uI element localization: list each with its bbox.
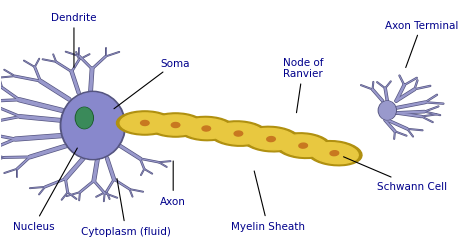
Ellipse shape (299, 144, 308, 148)
Ellipse shape (310, 143, 358, 164)
Ellipse shape (267, 137, 275, 142)
Text: Myelin Sheath: Myelin Sheath (231, 171, 305, 231)
Ellipse shape (178, 117, 235, 141)
Ellipse shape (147, 113, 204, 138)
Ellipse shape (117, 111, 173, 136)
Ellipse shape (209, 121, 268, 147)
Ellipse shape (279, 135, 328, 157)
Ellipse shape (379, 102, 395, 120)
Ellipse shape (120, 113, 169, 134)
Ellipse shape (378, 102, 396, 120)
Text: Cytoplasm (fluid): Cytoplasm (fluid) (81, 179, 171, 236)
Ellipse shape (242, 127, 300, 152)
Ellipse shape (76, 108, 92, 129)
Ellipse shape (275, 133, 331, 159)
Text: Axon Terminal: Axon Terminal (384, 21, 458, 68)
Ellipse shape (213, 123, 264, 145)
Ellipse shape (75, 108, 93, 129)
Ellipse shape (171, 123, 180, 128)
Ellipse shape (202, 127, 210, 132)
Text: Dendrite: Dendrite (51, 13, 97, 68)
Ellipse shape (182, 119, 231, 139)
Text: Schwann Cell: Schwann Cell (344, 157, 447, 191)
Ellipse shape (141, 121, 149, 126)
Ellipse shape (60, 92, 126, 160)
Ellipse shape (246, 129, 296, 150)
Ellipse shape (62, 93, 124, 159)
Text: Axon: Axon (160, 161, 186, 206)
Ellipse shape (151, 115, 200, 136)
Ellipse shape (234, 132, 243, 137)
Text: Soma: Soma (114, 58, 190, 109)
Ellipse shape (330, 151, 339, 156)
Text: Node of
Ranvier: Node of Ranvier (283, 58, 323, 113)
Text: Nucleus: Nucleus (13, 148, 77, 231)
Ellipse shape (307, 141, 362, 166)
